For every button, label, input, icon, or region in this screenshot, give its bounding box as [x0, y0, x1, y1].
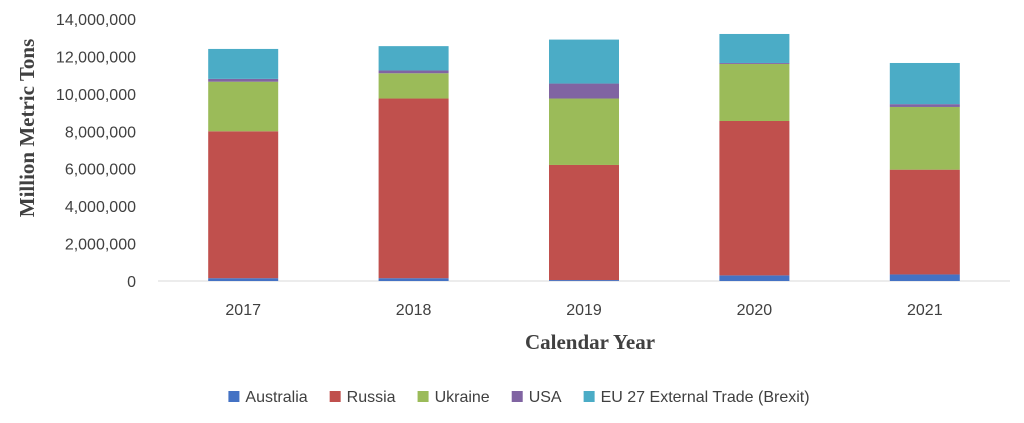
legend-swatch: [417, 391, 429, 402]
bar-segment: [208, 131, 279, 279]
y-tick-label: 10,000,000: [56, 87, 136, 104]
bar-segment: [208, 78, 279, 82]
bar-segment: [719, 62, 790, 64]
bar-segment: [719, 33, 790, 63]
x-axis-label: Calendar Year: [525, 330, 655, 354]
bar-segment: [889, 169, 960, 275]
y-tick-label: 4,000,000: [65, 199, 136, 216]
bar-segment: [889, 104, 960, 107]
bar-segment: [378, 70, 449, 74]
x-tick-label: 2017: [225, 302, 261, 319]
legend-label: USA: [529, 389, 562, 406]
y-tick-label: 8,000,000: [65, 124, 136, 141]
bars: [208, 33, 960, 281]
x-tick-label: 2021: [907, 302, 943, 319]
bar-segment: [208, 81, 279, 132]
legend-swatch: [329, 391, 341, 402]
bar-segment: [549, 98, 619, 165]
bar-segment: [719, 120, 790, 276]
legend: Australia Russia Ukraine USA EU 27 External …: [228, 389, 810, 406]
bar-segment: [549, 83, 619, 99]
bar-segment: [889, 62, 960, 105]
legend-swatch: [511, 391, 523, 402]
bar-segment: [719, 275, 790, 281]
bar-segment: [378, 278, 449, 281]
legend-swatch: [583, 391, 595, 402]
bar-segment: [208, 278, 279, 281]
legend-label: EU 27 External Trade (Brexit): [601, 389, 810, 406]
legend-swatch: [228, 391, 240, 402]
bar-segment: [378, 73, 449, 99]
bar-segment: [378, 98, 449, 279]
y-tick-label: 14,000,000: [56, 12, 136, 29]
y-tick-label: 0: [127, 274, 136, 291]
bar-segment: [889, 106, 960, 170]
bar-segment: [378, 46, 449, 71]
y-tick-label: 2,000,000: [65, 237, 136, 254]
bar-segment: [889, 274, 960, 281]
x-tick-label: 2020: [737, 302, 773, 319]
x-tick-label: 2018: [396, 302, 432, 319]
bar-segment: [208, 48, 279, 79]
x-axis-ticks: 2017 2018 2019 2020 2021: [225, 302, 942, 319]
bar-segment: [549, 39, 619, 84]
legend-label: Russia: [347, 389, 396, 406]
bar-segment: [549, 164, 619, 281]
bar-segment: [719, 63, 790, 121]
y-tick-label: 12,000,000: [56, 49, 136, 66]
bar-segment: [549, 280, 619, 281]
legend-label: Australia: [245, 389, 307, 406]
legend-label: Ukraine: [435, 389, 490, 406]
y-axis-ticks: 0 2,000,000 4,000,000 6,000,000 8,000,000 10,…: [56, 12, 136, 291]
x-tick-label: 2019: [566, 302, 602, 319]
y-tick-label: 6,000,000: [65, 162, 136, 179]
y-axis-label: Million Metric Tons: [15, 39, 39, 218]
